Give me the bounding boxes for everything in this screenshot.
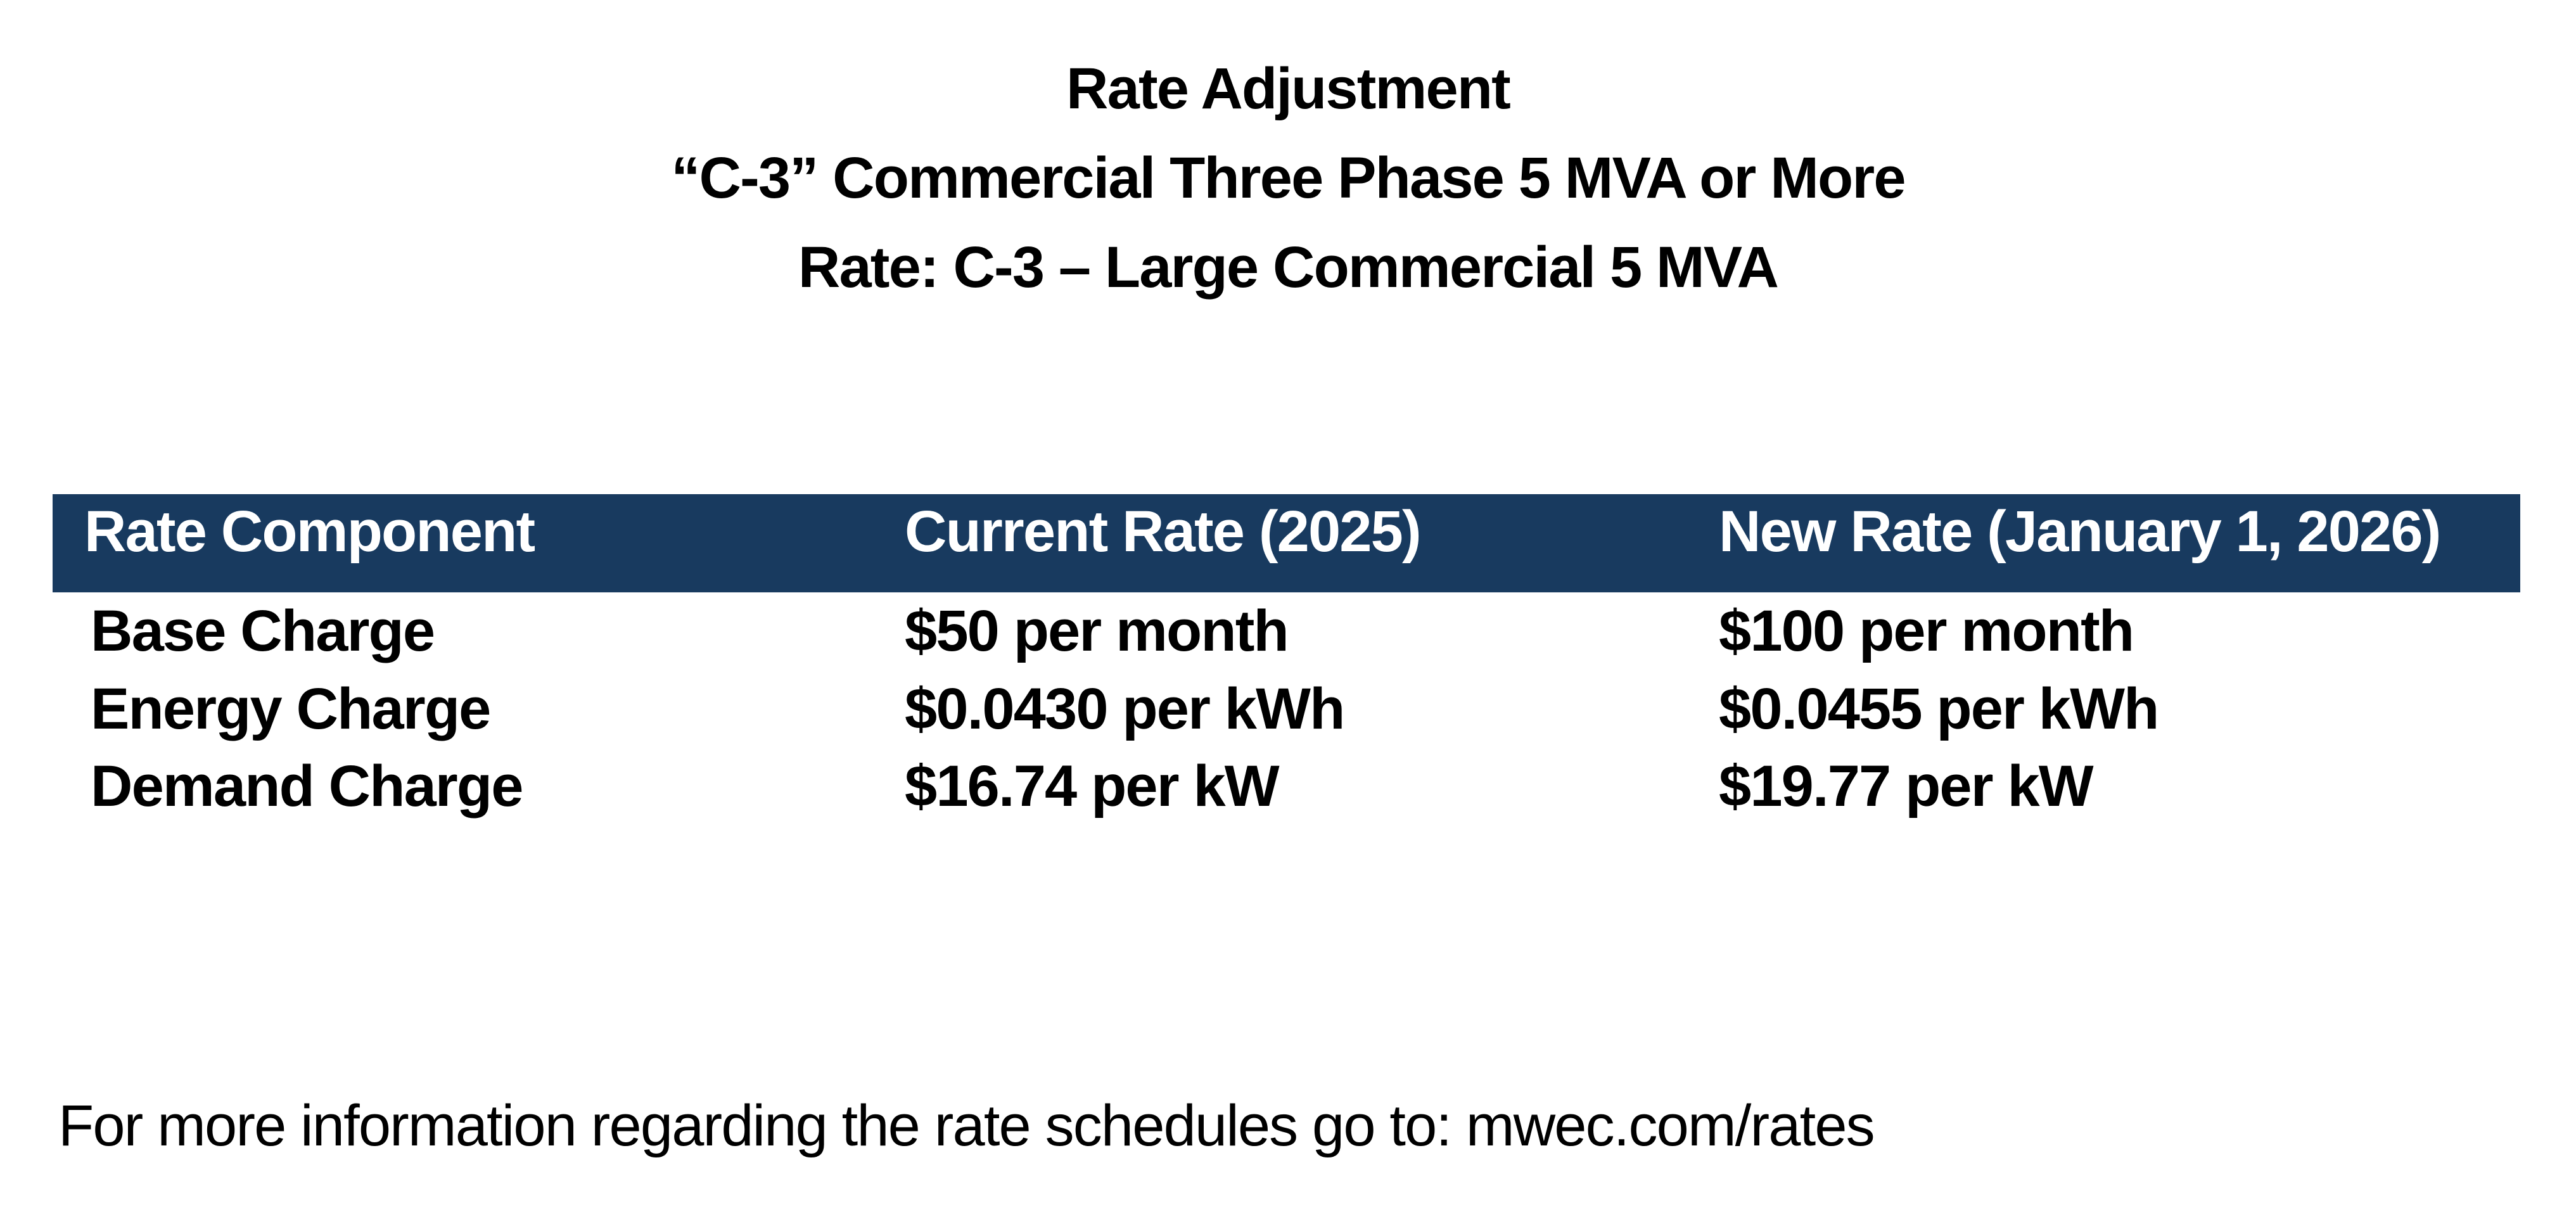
- table-row-energy-charge: Energy Charge $0.0430 per kWh $0.0455 pe…: [53, 670, 2520, 748]
- cell-current-rate: $16.74 per kW: [905, 754, 1280, 819]
- cell-component: Energy Charge: [91, 676, 491, 741]
- column-header-current-rate: Current Rate (2025): [905, 499, 1422, 564]
- page-title: Rate Adjustment: [1066, 56, 1511, 121]
- table-row-demand-charge: Demand Charge $16.74 per kW $19.77 per k…: [53, 748, 2520, 826]
- subtitle-rate-name: Rate: C-3 – Large Commercial 5 MVA: [798, 235, 1779, 300]
- cell-new-rate: $100 per month: [1719, 599, 2134, 663]
- table-header-row: Rate Component Current Rate (2025) New R…: [53, 494, 2520, 592]
- cell-new-rate: $0.0455 per kWh: [1719, 676, 2159, 741]
- cell-new-rate: $19.77 per kW: [1719, 754, 2094, 819]
- column-header-new-rate: New Rate (January 1, 2026): [1719, 499, 2441, 564]
- cell-component: Demand Charge: [91, 754, 523, 819]
- subtitle-rate-class: “C-3” Commercial Three Phase 5 MVA or Mo…: [671, 146, 1906, 210]
- rate-table: Rate Component Current Rate (2025) New R…: [53, 494, 2520, 826]
- cell-current-rate: $50 per month: [905, 599, 1289, 663]
- column-header-rate-component: Rate Component: [84, 499, 535, 564]
- footer-note: For more information regarding the rate …: [58, 1093, 1875, 1158]
- cell-component: Base Charge: [91, 599, 435, 663]
- title-block: Rate Adjustment “C-3” Commercial Three P…: [0, 44, 2576, 312]
- cell-current-rate: $0.0430 per kWh: [905, 676, 1345, 741]
- table-row-base-charge: Base Charge $50 per month $100 per month: [53, 592, 2520, 670]
